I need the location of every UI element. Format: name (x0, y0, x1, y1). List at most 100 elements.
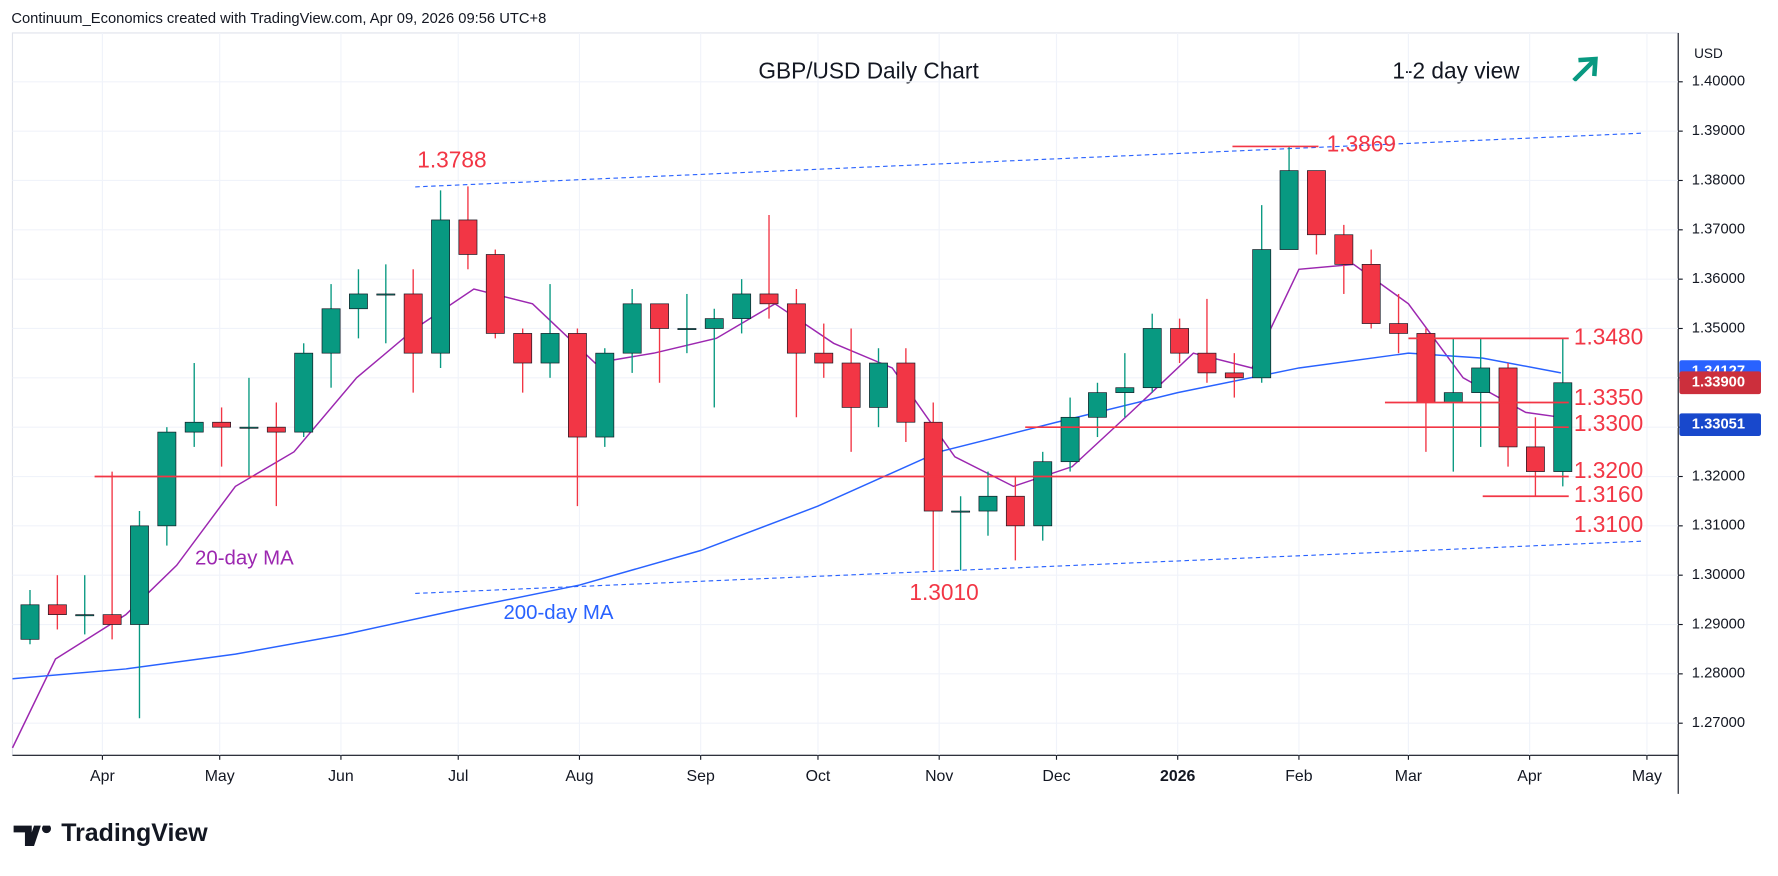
candle-body (349, 293, 368, 310)
candle-body (75, 614, 95, 617)
brand-logo: TradingView (13, 819, 208, 847)
candle-body (1115, 387, 1135, 393)
candle-body (1142, 328, 1162, 389)
level-label: 1.3100 (1574, 511, 1643, 537)
view-arrow (1572, 56, 1598, 83)
price-label: 1.33900 (1692, 375, 1745, 391)
candle-body (896, 362, 916, 423)
candle-body (978, 495, 998, 512)
candle-body (1416, 333, 1436, 403)
candle-body (102, 614, 122, 625)
candle-body (595, 352, 615, 438)
candle-body (431, 219, 450, 354)
candle-body (513, 333, 533, 364)
candle-body (266, 426, 286, 433)
candle-body (1033, 461, 1053, 527)
x-tick-label: Feb (1285, 768, 1313, 785)
candle-body (157, 431, 177, 527)
candle-body (814, 352, 834, 364)
candle-body (1224, 372, 1244, 379)
level-label: 1.3350 (1574, 384, 1643, 410)
candle-body (47, 604, 67, 615)
x-tick-label: Jul (448, 768, 468, 785)
candle-body (759, 293, 779, 305)
candle-body (294, 352, 314, 433)
x-tick-label: Dec (1042, 768, 1070, 785)
y-tick-label: 1.29000 (1692, 616, 1745, 632)
candle-body (1197, 352, 1217, 374)
y-tick-label: 1.36000 (1692, 271, 1745, 287)
candle-body (1170, 328, 1189, 354)
series-label: 20-day MA (195, 547, 294, 569)
trendline (415, 540, 1644, 595)
candle-body (184, 421, 204, 433)
candle-body (321, 308, 341, 354)
candle-body (376, 293, 396, 296)
candle-body (704, 318, 724, 329)
y-tick-label: 1.40000 (1692, 74, 1745, 90)
y-tick-label: 1.30000 (1692, 567, 1745, 583)
price-label-box (1679, 413, 1761, 436)
y-axis-unit: USD (1694, 46, 1723, 61)
trendline (415, 132, 1644, 188)
level-label: 1.3300 (1574, 410, 1643, 436)
plot: 1.27000 1.28000 1.29000 1.30000 1.31000 1.320… (11, 32, 1761, 785)
candle-body (212, 421, 232, 428)
x-tick-label: Apr (1517, 768, 1542, 785)
candle-body (1498, 367, 1518, 448)
candle-body (869, 362, 888, 408)
candle-body (485, 254, 505, 334)
candle-body (403, 293, 423, 354)
view-label: 1-2 day view (1392, 58, 1520, 84)
y-tick-label: 1.35000 (1692, 320, 1745, 336)
candle-body (1307, 170, 1326, 236)
moving-average-line (12, 352, 1562, 680)
candle-body (1005, 495, 1025, 527)
candle-body (841, 362, 861, 408)
x-tick-label: 2026 (1160, 768, 1195, 785)
x-tick-label: Aug (565, 768, 593, 785)
y-tick-label: 1.32000 (1692, 468, 1745, 484)
x-tick-label: May (205, 768, 235, 785)
candle-body (1334, 234, 1354, 265)
level-label: 1.3788 (417, 146, 486, 172)
candle-body (1471, 367, 1491, 393)
price-label: 1.33051 (1692, 417, 1745, 433)
y-tick-label: 1.38000 (1692, 172, 1745, 188)
x-tick-label: May (1632, 768, 1662, 785)
x-tick-label: Mar (1395, 768, 1423, 785)
price-label-box (1679, 371, 1761, 395)
candle-body (677, 328, 697, 330)
candle-body (1279, 170, 1299, 250)
candle-body (540, 333, 560, 364)
x-tick-label: Apr (90, 768, 115, 785)
candle-body (568, 333, 587, 438)
candle-body (1526, 446, 1545, 472)
chart-title: GBP/USD Daily Chart (758, 58, 979, 84)
level-label: 1.3869 (1327, 130, 1396, 156)
level-label: 1.3480 (1574, 323, 1643, 349)
candle-body (239, 426, 259, 429)
x-tick-label: Jun (328, 768, 354, 785)
y-tick-label: 1.31000 (1692, 518, 1745, 534)
candle-body (951, 510, 971, 513)
candle-body (732, 293, 752, 319)
y-tick-label: 1.27000 (1692, 715, 1745, 731)
candle-body (130, 525, 149, 625)
candle-body (650, 303, 669, 329)
candle-body (1389, 323, 1408, 334)
candle-body (786, 303, 806, 354)
candle-body (923, 421, 943, 512)
candle-body (622, 303, 642, 354)
candle-body (1361, 264, 1381, 324)
brand: TradingView (61, 819, 208, 847)
series-label: 200-day MA (503, 602, 613, 624)
candle-body (1443, 392, 1463, 403)
x-tick-label: Nov (925, 768, 953, 785)
x-tick-label: Sep (687, 768, 715, 785)
level-label: 1.3010 (909, 579, 978, 605)
y-tick-label: 1.39000 (1692, 123, 1745, 139)
x-tick-label: Oct (806, 768, 831, 785)
